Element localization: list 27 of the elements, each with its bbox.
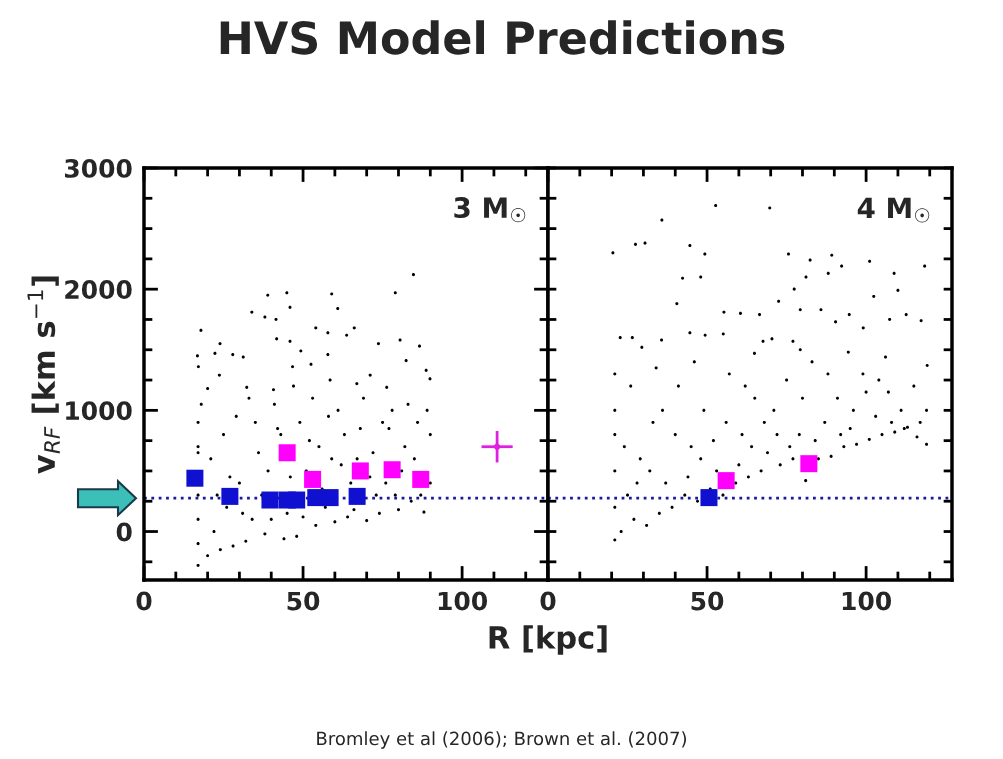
point — [412, 470, 430, 488]
x-tick-label: 50 — [691, 591, 724, 611]
chart-title: HVS Model Predictions — [220, 20, 785, 55]
y-tick-label: 1000 — [66, 401, 132, 421]
y-axis-title: v$_{RF}$ [km s$^{−1}$] — [27, 276, 60, 474]
point — [278, 444, 296, 462]
y-tick-label: 3000 — [64, 158, 132, 178]
y-tick-label: 0 — [116, 522, 132, 542]
point — [348, 487, 366, 505]
annotation: 4 M$_{☉}$ — [857, 197, 930, 223]
x-axis-title: R [kpc] — [489, 625, 607, 655]
y-tick-label: 2000 — [65, 280, 132, 300]
point — [261, 491, 279, 509]
point — [186, 469, 204, 487]
x-tick-label: 100 — [842, 591, 892, 611]
point — [221, 487, 239, 505]
point — [383, 461, 401, 479]
point — [321, 489, 339, 507]
x-tick-label: 0 — [136, 591, 152, 611]
annotation: 3 M$_{☉}$ — [454, 197, 526, 223]
text: Bromley et al (2006); Brown et al. (2007) — [317, 731, 687, 749]
point — [304, 470, 322, 488]
point — [351, 462, 369, 480]
x-tick-label: 100 — [438, 591, 488, 611]
point — [288, 491, 306, 509]
x-tick-label: 0 — [540, 591, 556, 611]
x-tick-label: 50 — [287, 591, 320, 611]
